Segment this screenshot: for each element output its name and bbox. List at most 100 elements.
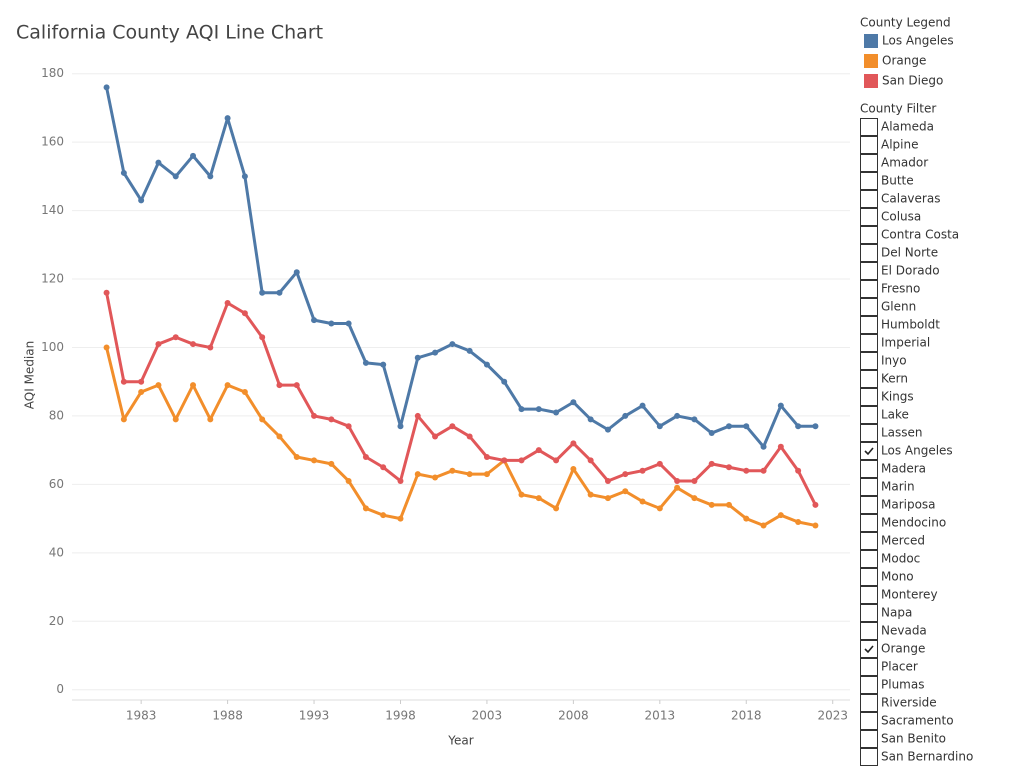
filter-item[interactable]: Alameda bbox=[860, 118, 934, 136]
checkbox[interactable] bbox=[860, 622, 878, 640]
filter-item[interactable]: Fresno bbox=[860, 280, 921, 298]
checkbox[interactable] bbox=[860, 604, 878, 622]
filter-item[interactable]: Mendocino bbox=[860, 514, 947, 532]
filter-item[interactable]: Modoc bbox=[860, 550, 921, 568]
filter-label[interactable]: Alameda bbox=[881, 120, 934, 134]
filter-label[interactable]: Mono bbox=[881, 570, 914, 584]
filter-label[interactable]: Lassen bbox=[881, 426, 923, 440]
filter-label[interactable]: Lake bbox=[881, 408, 909, 422]
filter-label[interactable]: Del Norte bbox=[881, 246, 938, 260]
checkbox[interactable] bbox=[860, 136, 878, 154]
checkbox[interactable] bbox=[860, 676, 878, 694]
checkbox[interactable] bbox=[860, 586, 878, 604]
filter-label[interactable]: San Bernardino bbox=[881, 750, 973, 764]
filter-item[interactable]: Riverside bbox=[860, 694, 937, 712]
filter-label[interactable]: Amador bbox=[881, 156, 928, 170]
filter-label[interactable]: Monterey bbox=[881, 588, 938, 602]
checkbox[interactable] bbox=[860, 550, 878, 568]
checkbox[interactable] bbox=[860, 190, 878, 208]
filter-label[interactable]: Fresno bbox=[881, 282, 920, 296]
filter-item[interactable]: Sacramento bbox=[860, 712, 954, 730]
filter-label[interactable]: Alpine bbox=[881, 138, 918, 152]
filter-label[interactable]: Placer bbox=[881, 660, 918, 674]
filter-item[interactable]: Merced bbox=[860, 532, 926, 550]
checkbox[interactable] bbox=[860, 496, 878, 514]
filter-label[interactable]: Marin bbox=[881, 480, 915, 494]
checkbox[interactable] bbox=[860, 730, 878, 748]
filter-item[interactable]: El Dorado bbox=[860, 262, 940, 280]
filter-label[interactable]: Modoc bbox=[881, 552, 920, 566]
filter-label[interactable]: Kern bbox=[881, 372, 908, 386]
filter-label[interactable]: Mendocino bbox=[881, 516, 946, 530]
filter-item[interactable]: Humboldt bbox=[860, 316, 941, 334]
checkbox[interactable] bbox=[860, 316, 878, 334]
filter-label[interactable]: Glenn bbox=[881, 300, 916, 314]
checkbox[interactable] bbox=[860, 478, 878, 496]
checkbox[interactable] bbox=[860, 532, 878, 550]
filter-label[interactable]: Orange bbox=[881, 642, 925, 656]
filter-item[interactable]: Kings bbox=[860, 388, 914, 406]
checkbox[interactable] bbox=[860, 514, 878, 532]
filter-item[interactable]: Monterey bbox=[860, 586, 938, 604]
filter-item[interactable]: Orange bbox=[860, 640, 926, 658]
filter-item[interactable]: San Bernardino bbox=[860, 748, 974, 766]
filter-item[interactable]: Plumas bbox=[860, 676, 925, 694]
filter-item[interactable]: Del Norte bbox=[860, 244, 939, 262]
filter-label[interactable]: Plumas bbox=[881, 678, 924, 692]
filter-label[interactable]: Nevada bbox=[881, 624, 927, 638]
filter-label[interactable]: Calaveras bbox=[881, 192, 940, 206]
filter-item[interactable]: Imperial bbox=[860, 334, 931, 352]
checkbox[interactable] bbox=[860, 640, 878, 658]
filter-label[interactable]: Napa bbox=[881, 606, 912, 620]
filter-label[interactable]: Butte bbox=[881, 174, 914, 188]
filter-item[interactable]: Kern bbox=[860, 370, 908, 388]
checkbox[interactable] bbox=[860, 118, 878, 136]
filter-item[interactable]: Calaveras bbox=[860, 190, 941, 208]
filter-label[interactable]: Madera bbox=[881, 462, 926, 476]
checkbox[interactable] bbox=[860, 298, 878, 316]
checkbox[interactable] bbox=[860, 712, 878, 730]
checkbox[interactable] bbox=[860, 748, 878, 766]
filter-label[interactable]: Kings bbox=[881, 390, 914, 404]
checkbox[interactable] bbox=[860, 568, 878, 586]
filter-label[interactable]: El Dorado bbox=[881, 264, 940, 278]
filter-item[interactable]: Mono bbox=[860, 568, 914, 586]
filter-item[interactable]: Mariposa bbox=[860, 496, 936, 514]
filter-item[interactable]: Inyo bbox=[860, 352, 907, 370]
checkbox[interactable] bbox=[860, 388, 878, 406]
filter-item[interactable]: Marin bbox=[860, 478, 915, 496]
checkbox[interactable] bbox=[860, 658, 878, 676]
filter-item[interactable]: Los Angeles bbox=[860, 442, 953, 460]
checkbox[interactable] bbox=[860, 244, 878, 262]
filter-item[interactable]: San Benito bbox=[860, 730, 947, 748]
filter-item[interactable]: Butte bbox=[860, 172, 914, 190]
filter-item[interactable]: Napa bbox=[860, 604, 913, 622]
filter-item[interactable]: Amador bbox=[860, 154, 929, 172]
filter-label[interactable]: Humboldt bbox=[881, 318, 940, 332]
filter-label[interactable]: Merced bbox=[881, 534, 925, 548]
filter-label[interactable]: Sacramento bbox=[881, 714, 954, 728]
checkbox[interactable] bbox=[860, 352, 878, 370]
filter-label[interactable]: Riverside bbox=[881, 696, 937, 710]
checkbox[interactable] bbox=[860, 226, 878, 244]
filter-label[interactable]: Imperial bbox=[881, 336, 930, 350]
checkbox[interactable] bbox=[860, 334, 878, 352]
filter-label[interactable]: Mariposa bbox=[881, 498, 936, 512]
filter-item[interactable]: Glenn bbox=[860, 298, 917, 316]
filter-item[interactable]: Placer bbox=[860, 658, 918, 676]
filter-item[interactable]: Lassen bbox=[860, 424, 923, 442]
checkbox[interactable] bbox=[860, 208, 878, 226]
filter-item[interactable]: Lake bbox=[860, 406, 909, 424]
checkbox[interactable] bbox=[860, 154, 878, 172]
filter-label[interactable]: Inyo bbox=[881, 354, 907, 368]
filter-item[interactable]: Contra Costa bbox=[860, 226, 960, 244]
checkbox[interactable] bbox=[860, 694, 878, 712]
filter-item[interactable]: Colusa bbox=[860, 208, 922, 226]
filter-item[interactable]: Madera bbox=[860, 460, 927, 478]
filter-item[interactable]: Nevada bbox=[860, 622, 927, 640]
checkbox[interactable] bbox=[860, 172, 878, 190]
checkbox[interactable] bbox=[860, 460, 878, 478]
checkbox[interactable] bbox=[860, 406, 878, 424]
filter-label[interactable]: San Benito bbox=[881, 732, 946, 746]
checkbox[interactable] bbox=[860, 442, 878, 460]
